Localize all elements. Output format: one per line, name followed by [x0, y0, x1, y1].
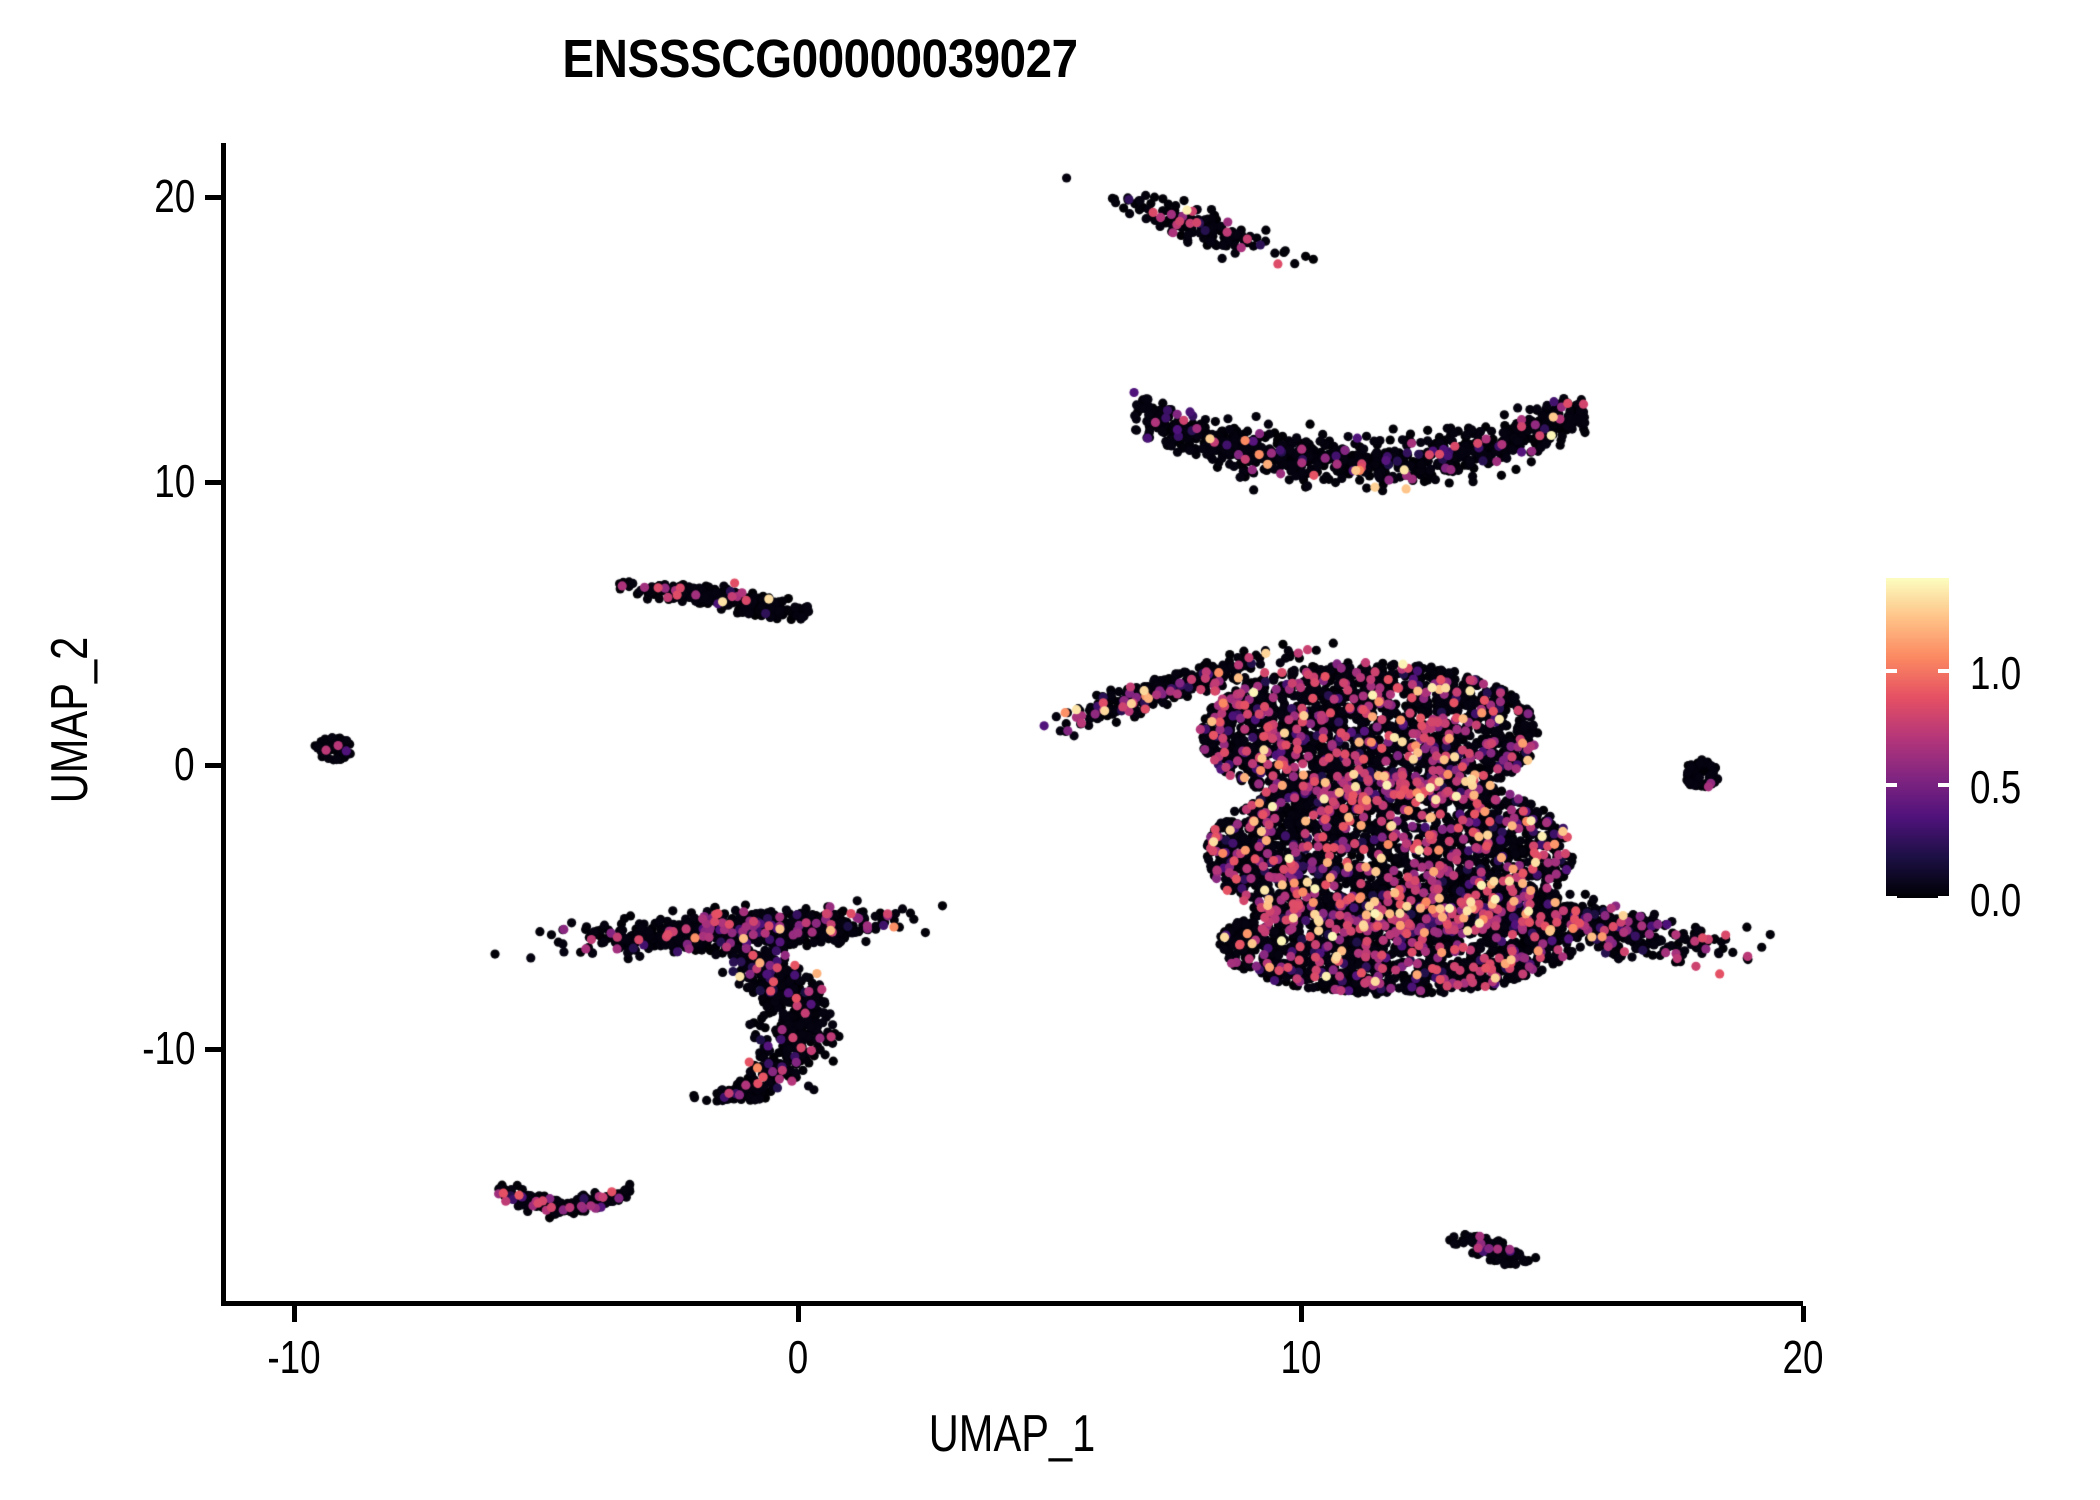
colorbar-label-0.5: 0.5 — [1970, 760, 2022, 813]
y-tick-label-10: 10 — [154, 455, 195, 507]
colorbar-label-1.0: 1.0 — [1970, 647, 2022, 700]
colorbar-tick-1.0-right — [1938, 669, 1949, 674]
y-tick-mark--10 — [205, 1047, 221, 1052]
x-tick-label-0: 0 — [787, 1331, 809, 1383]
y-tick-label-0: 0 — [174, 738, 195, 790]
x-tick-mark-20 — [1801, 1306, 1806, 1322]
x-tick-label-20: 20 — [1782, 1331, 1824, 1383]
colorbar-label-0.0: 0.0 — [1970, 874, 2022, 926]
x-tick-mark--10 — [292, 1306, 297, 1322]
colorbar-tick-0.5-left — [1886, 782, 1897, 787]
x-tick-label-10: 10 — [1280, 1331, 1322, 1383]
x-tick-mark-10 — [1299, 1306, 1304, 1322]
colorbar-tick-1.0-left — [1886, 669, 1897, 674]
x-tick-label--10: -10 — [267, 1331, 321, 1383]
colorbar-tick-0.0-right — [1938, 896, 1949, 900]
colorbar-tick-0.0-left — [1886, 896, 1897, 900]
y-tick-mark-20 — [205, 195, 221, 200]
x-axis-line — [221, 1301, 1803, 1306]
colorbar-tick-0.5-right — [1938, 782, 1949, 787]
x-axis-title: UMAP_1 — [928, 1405, 1096, 1463]
colorbar-legend: 1.0 0.5 0.0 — [1880, 570, 2080, 926]
x-tick-mark-0 — [796, 1306, 801, 1322]
colorbar-gradient — [1886, 578, 1949, 898]
y-tick-mark-0 — [205, 763, 221, 768]
y-axis-title: UMAP_2 — [41, 636, 99, 804]
y-tick-mark-10 — [205, 480, 221, 485]
y-tick-label--10: -10 — [141, 1022, 195, 1074]
y-axis-line — [221, 143, 226, 1306]
y-tick-label-20: 20 — [154, 170, 195, 222]
